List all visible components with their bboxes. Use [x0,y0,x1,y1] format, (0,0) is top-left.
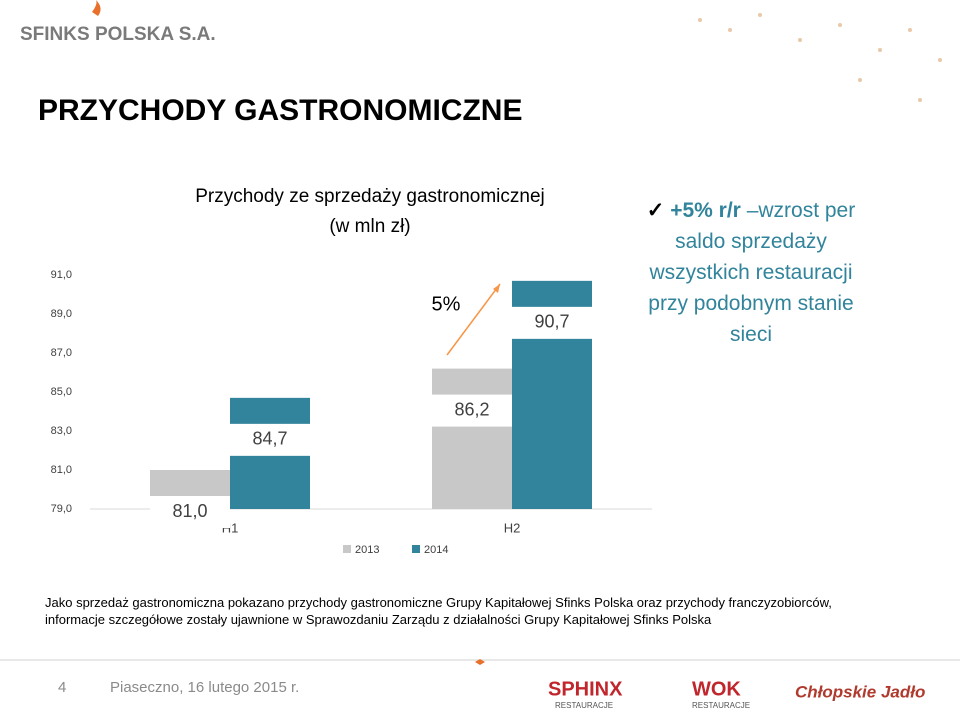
brand: SPHINX [548,678,623,700]
note-line: Jako sprzedaż gastronomiczna pokazano pr… [45,595,832,610]
legend-label: 2013 [355,544,379,556]
y-tick-label: 89,0 [51,308,72,320]
decoration [698,13,942,102]
label-box [230,423,310,456]
bullet: ✓ +5% r/r –wzrost per saldo sprzedaży ws… [636,195,866,350]
annotation-arrow [446,283,501,356]
label-box [150,496,230,528]
logo-flame [92,0,101,16]
heading: PRZYCHODY GASTRONOMICZNE [38,94,522,127]
brand: Chłopskie Jadło [795,682,925,701]
bullet-text: –wzrost per saldo sprzedaży wszystkich r… [648,199,856,346]
value-label: 81,0 [172,501,207,521]
note: Jako sprzedaż gastronomiczna pokazano pr… [45,594,832,628]
brand: WOK [692,678,741,700]
label-box [432,394,512,427]
logo-text: SFINKS POLSKA S.A. [20,24,216,45]
page-number: 4 [58,679,66,696]
chart-title: Przychody ze sprzedaży gastronomicznej [195,186,545,207]
annotation: 5% [432,293,461,315]
legend-swatch [412,545,420,553]
x-tick-label: H2 [504,520,521,535]
y-tick-label: 91,0 [51,269,72,281]
legend-swatch [343,545,351,553]
chart: Przychody ze sprzedaży gastronomicznej (w… [51,186,652,556]
legend-label: 2014 [424,544,448,556]
footer-place: Piaseczno, 16 lutego 2015 r. [110,679,299,696]
value-label: 86,2 [454,399,489,419]
y-tick-label: 85,0 [51,386,72,398]
bar [432,368,512,509]
y-tick-label: 87,0 [51,347,72,359]
annotation-arrowhead [493,284,500,293]
brand: RESTAURACJE [555,701,613,710]
y-tick-label: 79,0 [51,503,72,515]
note-line: informacje szczegółowe zostały ujawnione… [45,612,712,627]
bullet-bold: +5% r/r [670,199,741,222]
checkmark: ✓ [646,199,665,222]
footer-diamond [475,659,485,665]
value-label: 84,7 [252,429,287,449]
chart-title: (w mln zł) [329,216,410,237]
y-tick-label: 83,0 [51,425,72,437]
y-tick-label: 81,0 [51,464,72,476]
label-box [512,306,592,339]
value-label: 90,7 [534,312,569,332]
brand: RESTAURACJE [692,701,750,710]
